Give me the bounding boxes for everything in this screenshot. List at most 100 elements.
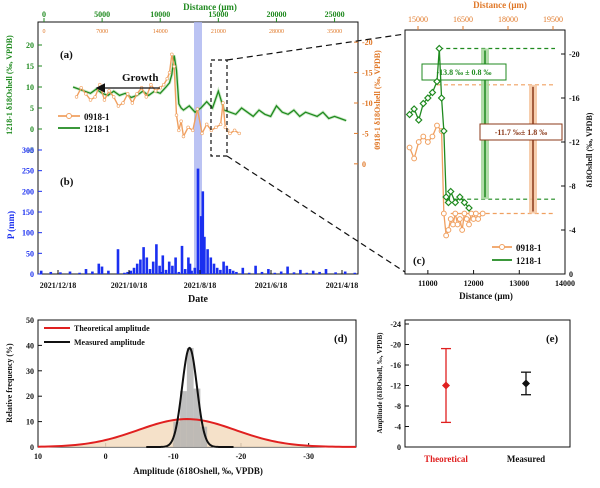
panel-c-plot: 15000 16500 18000 19500 11000 12000 13000 14000… <box>405 15 580 288</box>
d-x-tick-label: -30 <box>303 452 314 461</box>
d-y-tick-label: 40 <box>26 341 34 350</box>
d-measured-curve <box>146 346 234 448</box>
panel-a-label: (a) <box>60 49 73 61</box>
series-0918-point <box>116 104 121 108</box>
c-series-0918-point <box>415 139 422 145</box>
precip-bar <box>151 261 155 274</box>
precip-bar <box>279 271 283 274</box>
series-0918-point <box>88 98 93 102</box>
legend-c-0918: 0918-1 <box>516 243 542 253</box>
c-series-1218-point <box>440 127 448 135</box>
series-0918-point <box>130 101 135 105</box>
series-0918-point <box>144 95 148 99</box>
y-right-tick-label: -20 <box>362 38 373 47</box>
series-0918-point <box>223 125 228 130</box>
precip-bar <box>155 244 158 274</box>
precip-bar <box>187 257 190 274</box>
precip-bar <box>212 263 216 274</box>
c-series-1218-point <box>428 88 437 97</box>
y-b-tick-label: 150 <box>22 208 34 217</box>
x-label-d: Amplitude (δ18Oshell, ‰, VPDB) <box>133 466 263 476</box>
c-series-1218-point <box>437 94 446 102</box>
y-b-tick-label: 250 <box>22 167 34 176</box>
precip-bar <box>235 271 238 274</box>
panel-d-label: (d) <box>334 333 348 345</box>
c-series-0918-point <box>434 122 440 129</box>
d-histogram-bar <box>173 421 181 447</box>
c-series-0918-point <box>420 133 427 140</box>
precip-bar <box>228 269 232 274</box>
precip-bar <box>225 265 229 274</box>
precip-bar <box>305 272 309 274</box>
series-0918-point <box>232 128 237 133</box>
c-y-tick-label: -4 <box>569 226 576 235</box>
e-y-tick-label: -8 <box>394 402 401 411</box>
legend-c: 0918-1 1218-1 <box>492 243 542 266</box>
legend-a-1218: 1218-1 <box>84 124 110 134</box>
precip-bar <box>203 236 206 274</box>
c-series-0918-point <box>456 216 463 222</box>
precip-bar <box>84 269 88 274</box>
c-series-0918-point <box>411 155 418 162</box>
c-series-0918-point <box>466 221 472 228</box>
series-0918-point <box>214 125 218 130</box>
panel-c-frame <box>404 29 566 275</box>
top-axis-title-a: Distance (μm) <box>183 2 237 12</box>
c-orange-annotation-box <box>479 123 563 141</box>
c-series-0918-point <box>452 210 459 217</box>
precip-bar <box>193 267 197 274</box>
top-orange-tick-label: 28000 <box>269 29 284 35</box>
top-orange-tick-label: 0 <box>43 29 46 35</box>
d-histogram-bar <box>193 388 201 447</box>
y-b-tick-label: 0 <box>30 270 34 279</box>
y-label-b: P (mm) <box>6 211 16 239</box>
series-0918-point <box>191 128 195 133</box>
series-0918-point <box>149 83 153 87</box>
d-theoretical-curve <box>37 418 357 448</box>
c-y-tick-label: -12 <box>569 138 580 147</box>
series-0918-point <box>153 89 158 93</box>
c-series-1218-point <box>433 77 441 86</box>
legend-d: Theoretical amplitude Measured amplitude <box>44 324 150 347</box>
precip-bar <box>97 263 101 274</box>
panel-e-frame <box>404 319 571 448</box>
c-series-1218-point <box>405 110 414 119</box>
top-green-tick-label: 15000 <box>208 10 228 19</box>
d-histogram-bar <box>186 347 194 447</box>
series-0918-point <box>162 83 166 87</box>
precip-bar <box>199 216 203 274</box>
y-right-tick-label: -5 <box>362 129 369 138</box>
y-left-tick-label: 10 <box>26 83 34 92</box>
y-right-tick-label: -10 <box>362 99 373 108</box>
c-y-tick-label: -16 <box>569 94 580 103</box>
precip-bar <box>39 270 43 274</box>
d-y-tick-label: 10 <box>26 418 34 427</box>
precip-bar <box>116 249 120 274</box>
y-right-label-a: 0918-1 δ18Oshell (‰, VPDB) <box>373 50 382 150</box>
series-0918-point <box>200 131 204 136</box>
c-series-0918-point <box>440 210 447 217</box>
precip-bar <box>161 255 165 274</box>
c-series-1218-point <box>442 193 450 201</box>
c-x-tick-label: 13000 <box>509 279 529 288</box>
precip-bar <box>206 249 209 274</box>
legend-c-1218: 1218-1 <box>516 256 542 266</box>
precip-bar <box>188 263 192 274</box>
precip-bar <box>49 271 53 274</box>
precip-bar <box>164 269 168 274</box>
c-series-1218-point <box>456 193 464 201</box>
precip-bar <box>201 191 205 274</box>
c-x-tick-label: 12000 <box>464 279 484 288</box>
y-left-tick-label: 20 <box>26 41 34 50</box>
y-right-tick-label: 0 <box>362 160 366 169</box>
legend-c-orange-marker <box>499 244 505 250</box>
c-series-1218-point <box>465 204 473 212</box>
precip-bar <box>318 271 321 274</box>
d-y-tick-label: 50 <box>26 316 34 325</box>
precip-bar <box>171 265 174 274</box>
precip-bar <box>159 271 163 274</box>
precip-bar <box>222 261 225 274</box>
precip-bar <box>107 270 110 274</box>
